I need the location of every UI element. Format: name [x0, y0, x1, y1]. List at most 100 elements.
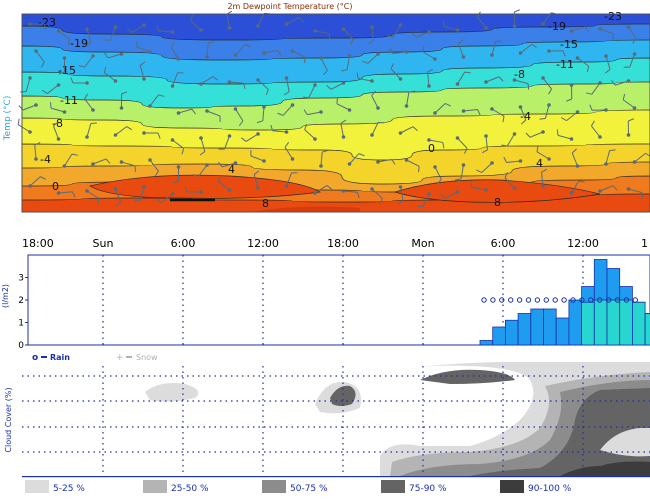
wind-barb [392, 24, 401, 38]
wind-barb [422, 51, 436, 60]
wind-barb-dot [512, 132, 517, 136]
wind-barb [224, 135, 230, 150]
legend-snow-label: Snow [136, 353, 158, 362]
wind-barb-dot [398, 131, 403, 135]
wind-barb-flag [40, 61, 45, 68]
wind-barb-dot [370, 79, 374, 83]
wind-barb-dot [575, 110, 580, 114]
wind-barb [346, 55, 350, 70]
wind-barb [520, 106, 527, 121]
wind-barb-dot [284, 22, 289, 26]
wind-barb [529, 131, 544, 138]
wind-barb-flag [495, 40, 502, 42]
cloud-legend-label: 75-90 % [409, 484, 447, 494]
wind-barb-dot [199, 136, 203, 140]
rain-marker [570, 297, 576, 303]
contour-label: 4 [536, 157, 543, 170]
wind-barb-dot [490, 53, 494, 57]
wind-barb-flag [212, 76, 218, 81]
wind-barb-flag [40, 176, 46, 180]
rain-marker [481, 297, 487, 303]
wind-barb-dot [91, 54, 95, 58]
wind-barb-flag [199, 151, 206, 156]
wind-barb-flag [356, 72, 359, 79]
wind-barb [115, 126, 127, 136]
wind-barb-flag [41, 89, 48, 94]
wind-barb [206, 110, 221, 117]
wind-barb-dot [427, 30, 431, 34]
contour-label: -15 [58, 64, 76, 77]
wind-barb-flag [241, 137, 247, 142]
wind-barb-dot [176, 57, 181, 61]
wind-barb [229, 81, 244, 84]
wind-barb [542, 12, 552, 25]
wind-barb-flag [476, 169, 482, 173]
wind-barb-dot [91, 162, 95, 166]
wind-barb [115, 188, 121, 203]
wind-barb-flag [531, 43, 537, 48]
wind-barb [245, 133, 259, 142]
wind-barb [58, 191, 73, 194]
wind-barb-dot [632, 106, 637, 110]
wind-barb-flag [67, 39, 71, 46]
wind-barb-dot [227, 188, 232, 192]
wind-barb-flag [134, 165, 137, 172]
wind-barb [314, 30, 329, 34]
wind-barb-dot [541, 184, 545, 188]
wind-barb-flag [49, 102, 52, 109]
rain-bar [568, 299, 583, 346]
legend-snow-dash [126, 356, 132, 358]
wind-barb-dot [262, 159, 266, 163]
wind-barb [86, 190, 100, 199]
temperature-ylabel: Temp (°C) [3, 96, 13, 142]
wind-barb-dot [28, 130, 32, 134]
wind-barb-flag [97, 198, 100, 205]
wind-barb [504, 177, 515, 189]
wind-barb-dot [404, 50, 409, 54]
wind-barb [444, 191, 458, 199]
wind-barb-flag [442, 142, 445, 149]
wind-barb [221, 162, 236, 168]
wind-barb [235, 44, 246, 56]
wind-barb-dot [433, 165, 437, 169]
time-axis-label: 18:00 [22, 237, 54, 250]
wind-barb-dot [370, 25, 374, 29]
wind-barb [571, 26, 586, 32]
contour-blob [393, 179, 601, 203]
wind-barb-dot [490, 107, 494, 111]
wind-barb-flag [525, 132, 531, 138]
wind-barb-dot [62, 110, 67, 114]
wind-barb-dot [632, 52, 637, 56]
wind-barb-dot [604, 162, 608, 166]
wind-barb [536, 151, 550, 160]
wind-barb-dot [518, 159, 523, 163]
wind-barb-flag [498, 76, 504, 82]
wind-barb [377, 158, 392, 163]
wind-barb-dot [455, 136, 460, 140]
wind-barb-flag [71, 191, 76, 198]
wind-barb-flag [445, 103, 451, 107]
wind-barb-flag [609, 149, 616, 151]
wind-barb-flag [427, 68, 434, 73]
wind-barb [257, 79, 269, 90]
wind-barb-flag [390, 63, 395, 69]
contour-label: -4 [520, 110, 531, 123]
cloud-legend-swatch [25, 480, 49, 493]
rain-marker [579, 297, 585, 303]
wind-barb-dot [28, 184, 32, 188]
legend-snow-symbol: + [116, 353, 124, 363]
wind-barb-dot [433, 111, 437, 115]
wind-barb-dot [227, 80, 232, 84]
wind-barb-dot [290, 103, 295, 107]
wind-barb-flag [326, 84, 332, 90]
cloud-legend-swatch [381, 480, 405, 493]
wind-barb-dot [347, 162, 352, 166]
wind-barb-dot [91, 108, 95, 112]
wind-barb-flag [371, 90, 377, 96]
precip-yticks: 0 1 2 3 [18, 274, 28, 351]
wind-barb [92, 158, 107, 165]
wind-barb-dot [604, 108, 608, 112]
wind-barb-dot [119, 160, 124, 164]
wind-barb-flag [134, 199, 141, 202]
wind-barb-flag [503, 156, 508, 163]
